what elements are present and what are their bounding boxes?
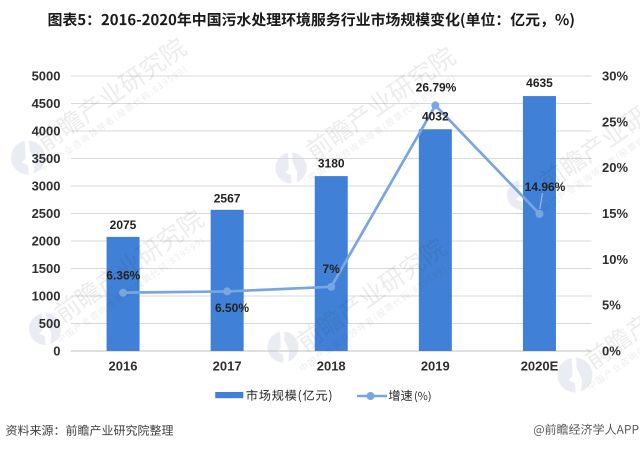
- svg-text:10%: 10%: [602, 252, 628, 267]
- svg-text:4500: 4500: [32, 96, 61, 111]
- svg-text:4032: 4032: [422, 110, 449, 124]
- svg-text:2000: 2000: [32, 234, 61, 249]
- svg-text:2018: 2018: [317, 359, 346, 374]
- svg-text:0: 0: [53, 344, 60, 359]
- svg-text:4000: 4000: [32, 124, 61, 139]
- svg-text:14.96%: 14.96%: [525, 180, 566, 194]
- svg-text:15%: 15%: [602, 206, 628, 221]
- svg-text:4635: 4635: [526, 76, 553, 90]
- svg-text:1000: 1000: [32, 289, 61, 304]
- svg-text:2019: 2019: [421, 359, 450, 374]
- svg-text:7%: 7%: [323, 262, 341, 276]
- svg-text:6.50%: 6.50%: [215, 301, 249, 315]
- svg-text:6.36%: 6.36%: [106, 269, 140, 283]
- svg-text:5%: 5%: [602, 298, 621, 313]
- svg-text:2020E: 2020E: [521, 359, 559, 374]
- svg-text:2500: 2500: [32, 206, 61, 221]
- svg-text:2016: 2016: [109, 359, 138, 374]
- svg-text:3500: 3500: [32, 151, 61, 166]
- svg-text:26.79%: 26.79%: [416, 81, 457, 95]
- svg-text:1500: 1500: [32, 261, 61, 276]
- svg-text:2017: 2017: [213, 359, 242, 374]
- svg-text:0%: 0%: [602, 344, 621, 359]
- svg-text:20%: 20%: [602, 160, 628, 175]
- svg-text:3000: 3000: [32, 179, 61, 194]
- svg-text:3180: 3180: [318, 157, 345, 171]
- svg-text:30%: 30%: [602, 69, 628, 84]
- svg-text:25%: 25%: [602, 114, 628, 129]
- svg-text:2567: 2567: [214, 192, 241, 206]
- svg-text:2075: 2075: [110, 218, 137, 232]
- svg-text:5000: 5000: [32, 69, 61, 84]
- svg-text:500: 500: [39, 316, 61, 331]
